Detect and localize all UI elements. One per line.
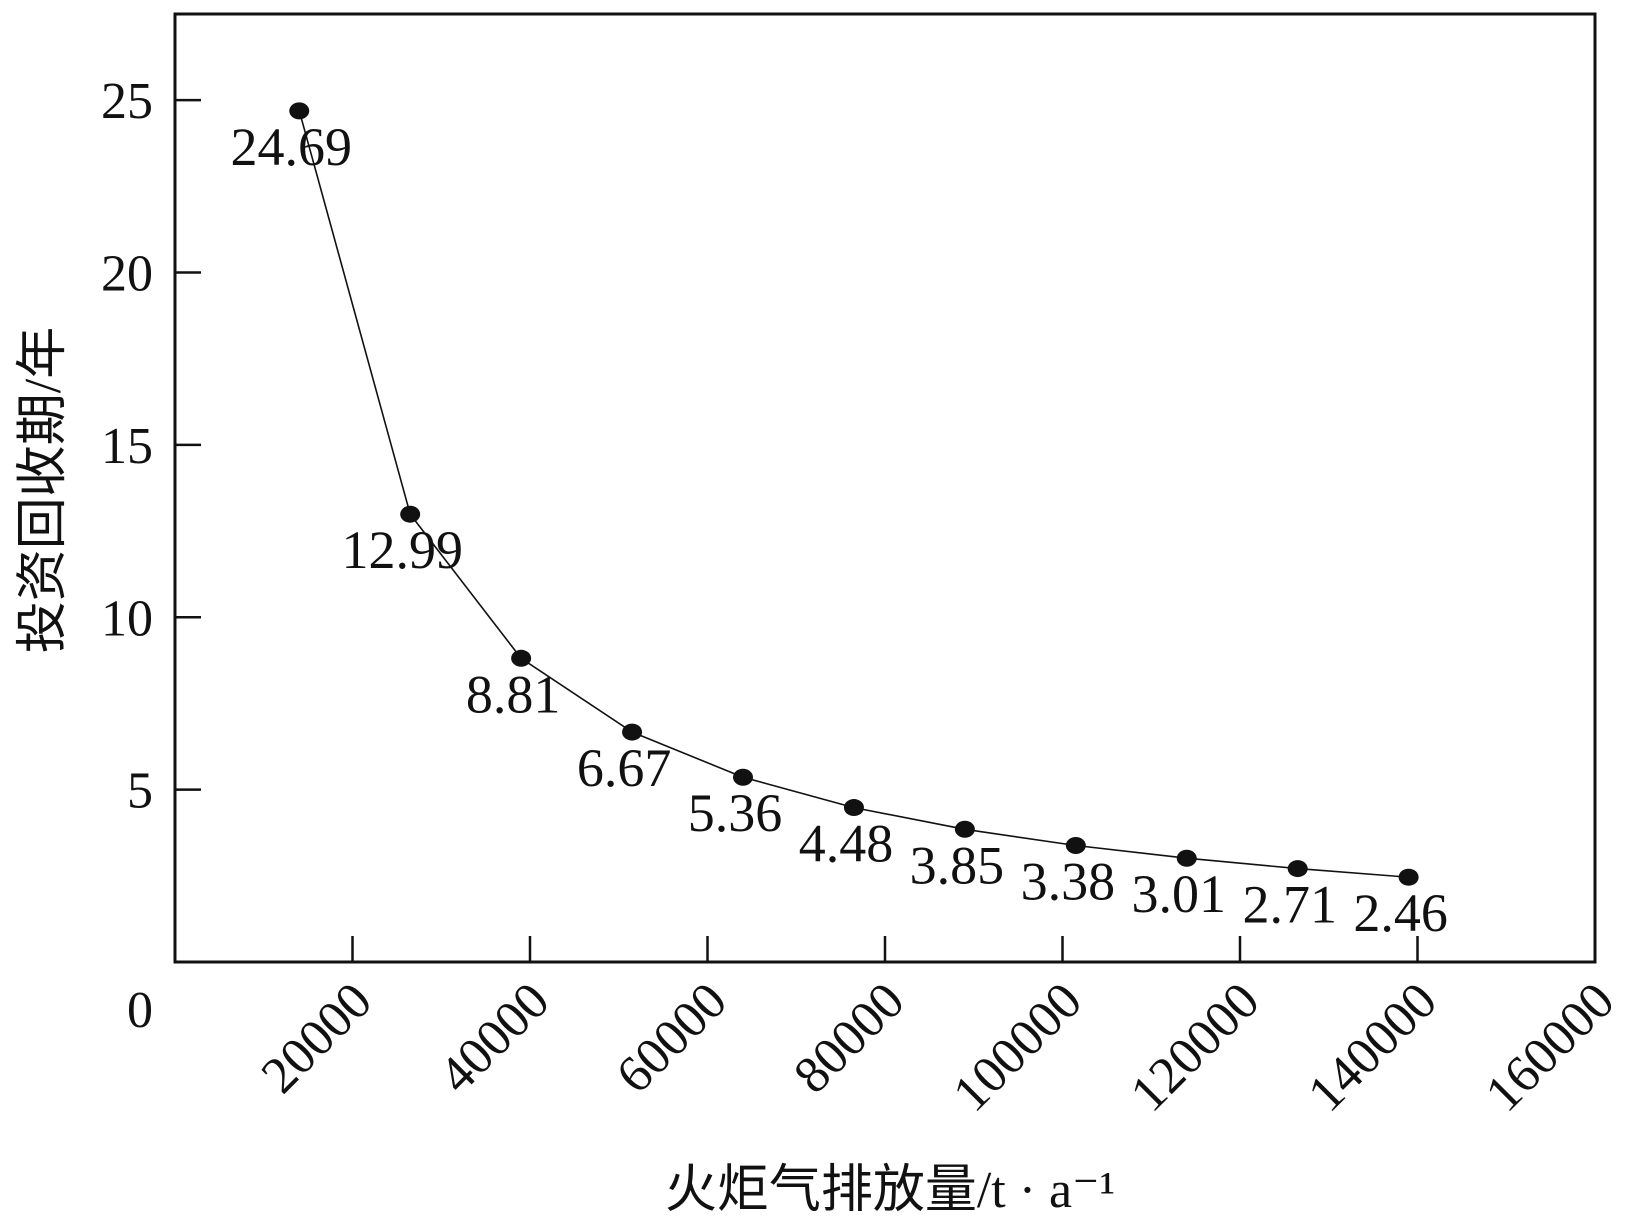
data-point: [1287, 860, 1308, 878]
y-tick-label: 15: [101, 418, 153, 475]
x-tick-label: 60000: [606, 972, 738, 1104]
data-label: 2.71: [1242, 875, 1337, 935]
data-point: [1065, 836, 1086, 854]
data-label: 4.48: [799, 814, 894, 874]
data-point: [843, 799, 864, 817]
data-label: 2.46: [1353, 883, 1448, 943]
y-tick-label: 5: [127, 763, 153, 820]
y-tick-label: 20: [101, 246, 153, 303]
x-tick-label: 80000: [783, 972, 915, 1104]
data-label: 24.69: [231, 117, 353, 177]
data-point: [289, 102, 310, 120]
x-axis-title: 火炬气排放量/t · a⁻¹: [665, 1162, 1115, 1219]
data-label: 8.81: [466, 664, 561, 724]
y-axis-title: 投资回收期/年: [15, 327, 72, 653]
data-label: 12.99: [341, 520, 463, 580]
data-point: [511, 649, 532, 667]
x-tick-label: 20000: [251, 972, 383, 1104]
data-point: [954, 820, 975, 838]
y-tick-label: 25: [101, 73, 153, 130]
data-label: 3.01: [1132, 864, 1227, 924]
data-label: 5.36: [688, 783, 783, 843]
x-tick-label: 120000: [1120, 972, 1271, 1123]
y-axis-ticks: 5 10 15 20 25: [101, 73, 201, 820]
origin-label: 0: [127, 982, 153, 1039]
data-point: [400, 505, 421, 523]
x-tick-label: 40000: [428, 972, 560, 1104]
x-axis-ticks: 20000 40000 60000 80000 100000 120000 140000 16…: [251, 936, 1626, 1123]
data-markers: [289, 102, 1419, 886]
data-point: [622, 723, 643, 741]
x-tick-label: 140000: [1297, 972, 1448, 1123]
data-label: 3.38: [1021, 851, 1116, 911]
data-label: 3.85: [910, 835, 1005, 895]
data-point: [1398, 868, 1419, 886]
y-tick-label: 10: [101, 590, 153, 647]
series-line: [298, 110, 1409, 878]
data-point: [1176, 849, 1197, 867]
data-point: [733, 768, 753, 786]
data-label: 6.67: [577, 738, 672, 798]
x-tick-label: 100000: [942, 972, 1093, 1123]
x-tick-label: 160000: [1475, 972, 1626, 1123]
